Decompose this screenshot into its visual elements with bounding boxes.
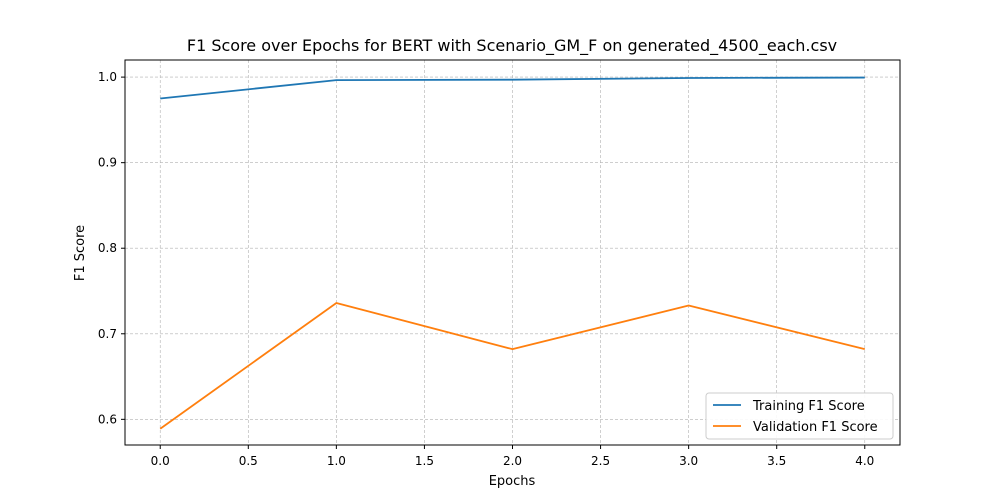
x-tick-label: 4.0: [855, 454, 874, 468]
legend: Training F1 Score Validation F1 Score: [705, 392, 894, 440]
x-axis-ticks: 0.0 0.5 1.0 1.5 2.0 2.5 3.0 3.5 4.0: [151, 445, 874, 468]
x-axis-label: Epochs: [489, 474, 536, 489]
x-tick-label: 3.5: [767, 454, 786, 468]
y-tick-label: 0.6: [98, 412, 117, 426]
series-line-0: [160, 76, 865, 100]
x-tick-label: 1.5: [415, 454, 434, 468]
y-tick-label: 0.9: [98, 156, 117, 170]
y-axis-ticks: 0.6 0.7 0.8 0.9 1.0: [98, 70, 125, 426]
x-tick-label: 1.0: [327, 454, 346, 468]
y-tick-label: 0.7: [98, 327, 117, 341]
x-tick-label: 2.5: [591, 454, 610, 468]
y-tick-label: 1.0: [98, 70, 117, 84]
legend-box: [705, 392, 894, 440]
y-axis-label: F1 Score: [73, 225, 88, 281]
legend-label: Validation F1 Score: [753, 420, 878, 435]
series-line-1: [159, 302, 865, 430]
x-tick-label: 0.0: [151, 454, 170, 468]
legend-label: Training F1 Score: [752, 399, 865, 414]
y-tick-label: 0.8: [98, 241, 117, 255]
grid-lines: [125, 60, 900, 445]
series-lines: [159, 76, 865, 430]
chart-title: F1 Score over Epochs for BERT with Scena…: [187, 36, 837, 56]
x-tick-label: 3.0: [679, 454, 698, 468]
x-tick-label: 2.0: [503, 454, 522, 468]
x-tick-label: 0.5: [239, 454, 258, 468]
